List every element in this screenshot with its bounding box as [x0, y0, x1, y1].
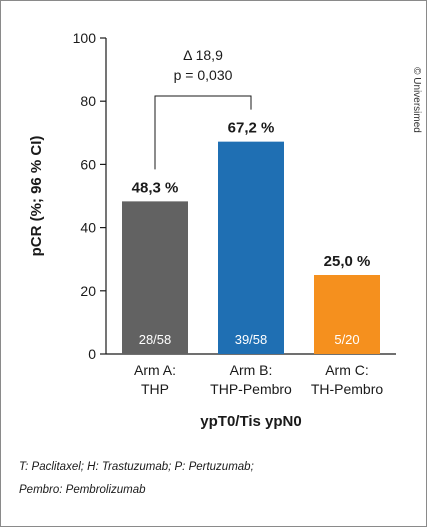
bar — [122, 201, 188, 354]
data-label: 25,0 % — [324, 253, 371, 270]
y-axis-label: pCR (%; 96 % CI) — [28, 136, 45, 257]
y-tick-label: 100 — [73, 30, 97, 46]
y-tick-label: 0 — [88, 346, 96, 362]
y-tick-label: 20 — [80, 283, 96, 299]
category-label: Arm A: — [134, 362, 176, 378]
data-label: 67,2 % — [228, 120, 275, 137]
value-labels: 48,3 % 28/58 67,2 % 39/58 25,0 % 5/20 — [132, 120, 371, 347]
comparison-annotation: Δ 18,9 p = 0,030 — [154, 47, 252, 170]
bar-count-label: 28/58 — [139, 332, 172, 347]
bars — [122, 141, 380, 354]
category-label: Arm C: — [325, 362, 369, 378]
data-label: 48,3 % — [132, 179, 179, 196]
y-tick-label: 80 — [80, 93, 96, 109]
annotation-text: p = 0,030 — [174, 67, 233, 83]
annotation-text: Δ 18,9 — [183, 47, 223, 63]
category-label: THP — [141, 381, 169, 397]
footnote-line-2: Pembro: Pembrolizumab — [19, 484, 146, 496]
category-label: THP-Pembro — [210, 381, 292, 397]
x-axis-label: ypT0/Tis ypN0 — [200, 413, 301, 430]
category-labels: Arm A: THP Arm B: THP-Pembro Arm C: TH-Pembro — [134, 362, 383, 397]
copyright-text: © Universimed — [411, 67, 422, 133]
y-tick-label: 60 — [80, 156, 96, 172]
bar — [218, 141, 284, 354]
category-label: TH-Pembro — [311, 381, 384, 397]
comparison-bracket — [154, 95, 252, 170]
bar-count-label: 5/20 — [334, 332, 359, 347]
category-label: Arm B: — [230, 362, 273, 378]
y-ticks: 0 20 40 60 80 100 — [73, 30, 106, 362]
bar — [314, 275, 380, 354]
bar-count-label: 39/58 — [235, 332, 268, 347]
y-tick-label: 40 — [80, 220, 96, 236]
footnote-line-1: T: Paclitaxel; H: Trastuzumab; P: Pertuz… — [19, 461, 254, 473]
